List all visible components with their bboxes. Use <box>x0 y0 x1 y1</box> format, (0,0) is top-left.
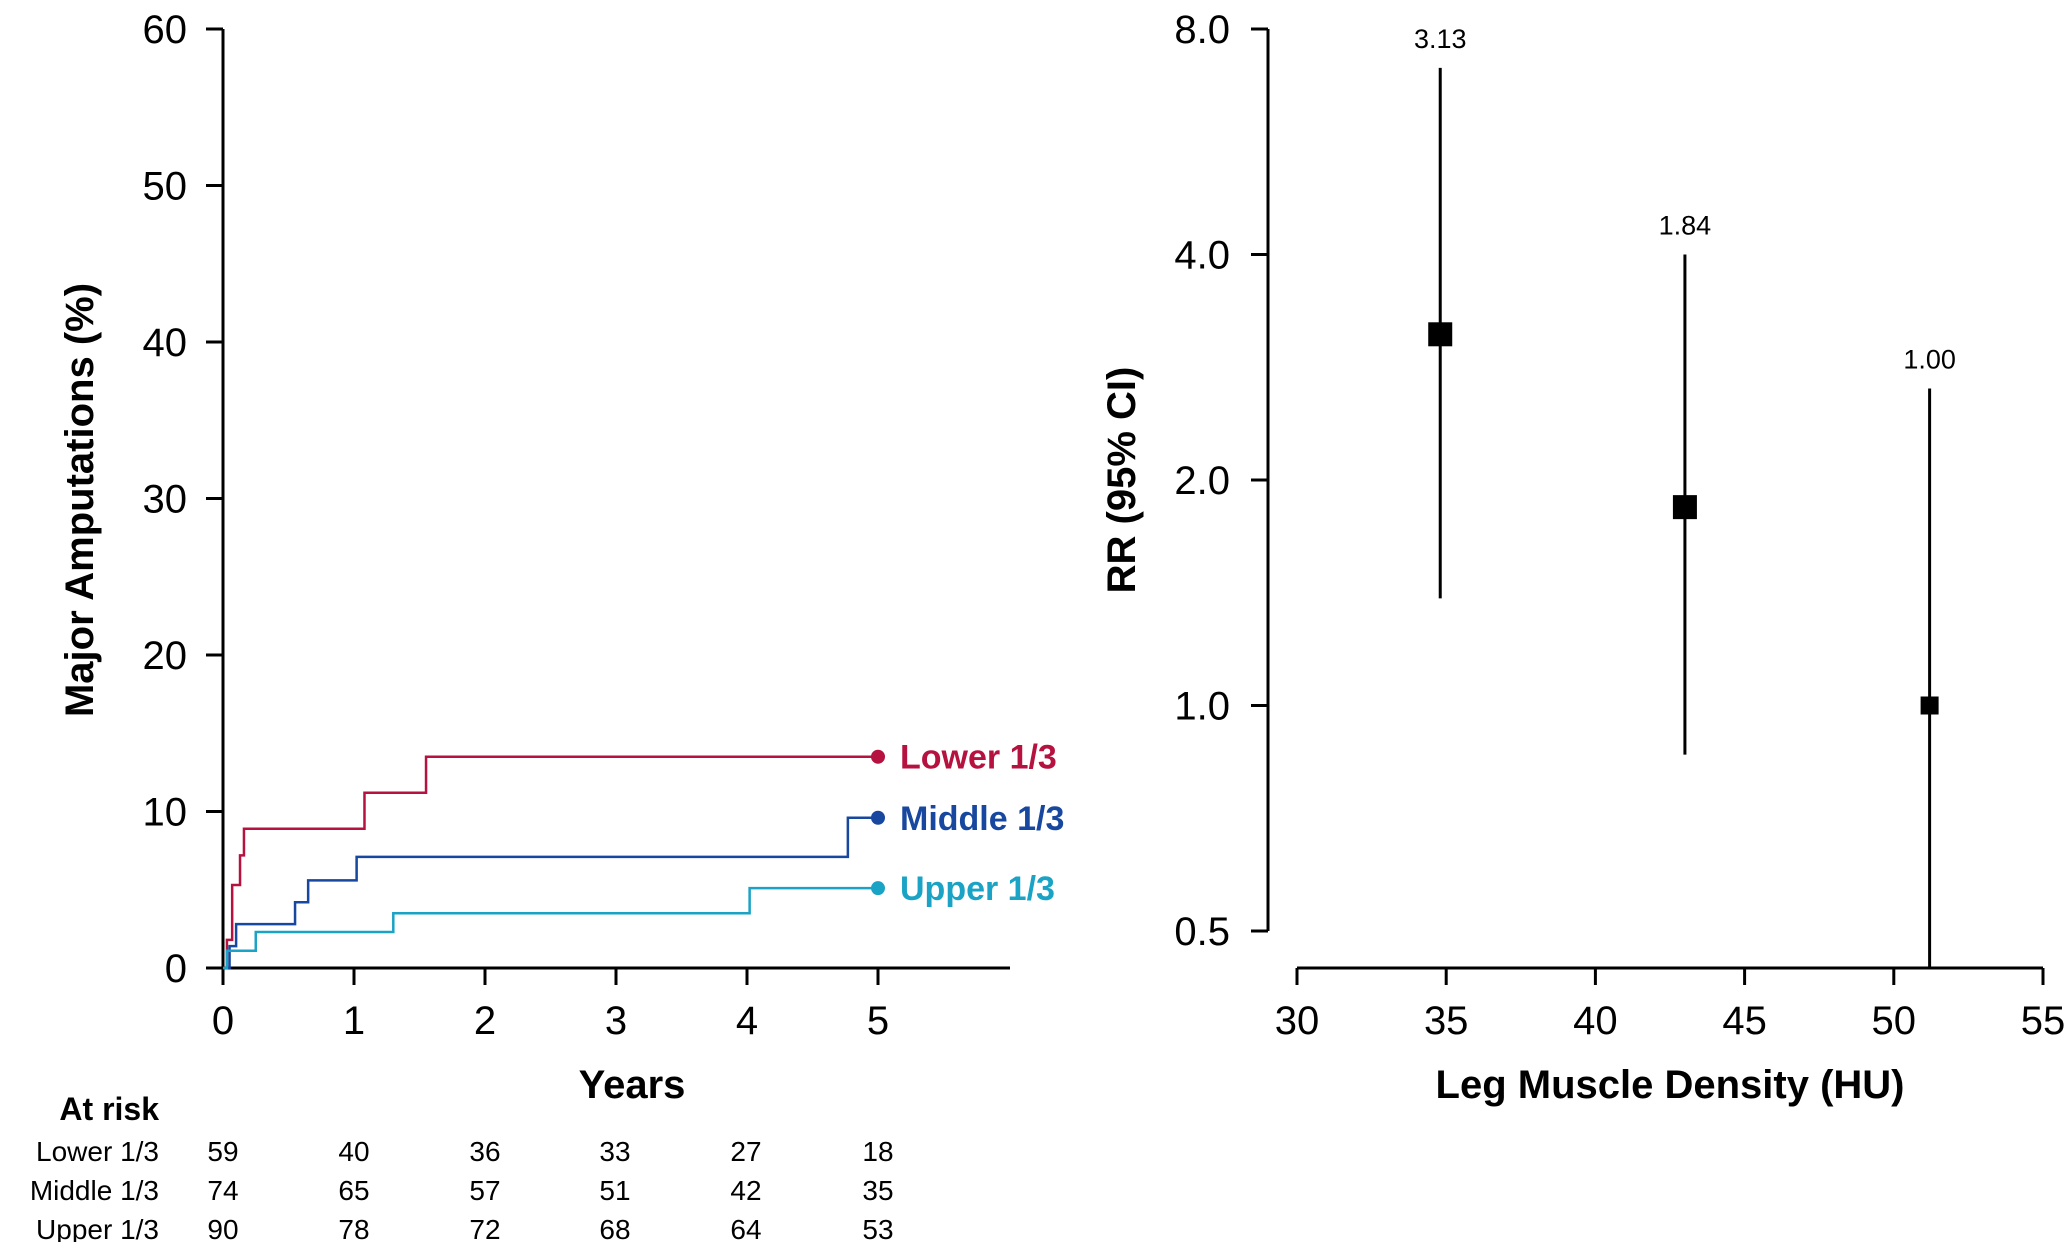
rr-point-label: 1.84 <box>1659 211 1712 241</box>
rr-y-ticks: 0.5 1.0 2.0 4.0 8.0 <box>1174 8 1268 954</box>
rr-y-tick-label: 1.0 <box>1174 685 1230 729</box>
rr-x-ticks: 30 35 40 45 50 55 <box>1275 968 2066 1043</box>
at-risk-cell: 53 <box>862 1214 893 1242</box>
rr-x-axis-title: Leg Muscle Density (HU) <box>1436 1063 1905 1107</box>
km-x-tick-label: 1 <box>343 999 365 1043</box>
km-x-tick-label: 0 <box>212 999 234 1043</box>
rr-x-tick-label: 55 <box>2021 999 2066 1043</box>
at-risk-cell: 74 <box>207 1175 238 1206</box>
at-risk-table: At risk Lower 1/3 59 40 36 33 27 18 Middle 1/3 7… <box>30 1091 894 1242</box>
at-risk-row-label: Lower 1/3 <box>36 1136 159 1167</box>
rr-points: 3.13 1.84 1.00 <box>1414 24 1956 968</box>
km-y-tick-label: 0 <box>165 947 187 991</box>
rr-plot: 0.5 1.0 2.0 4.0 8.0 30 35 40 45 50 55 3.13 1.84 1.0… <box>1100 8 2065 1107</box>
rr-point-marker <box>1428 322 1453 347</box>
at-risk-title: At risk <box>59 1091 159 1127</box>
km-y-tick-label: 30 <box>143 478 188 522</box>
km-y-tick-label: 60 <box>143 8 188 52</box>
at-risk-cell: 65 <box>338 1175 369 1206</box>
km-y-axis-title: Major Amputations (%) <box>58 283 102 717</box>
rr-point-marker <box>1920 696 1939 715</box>
km-series-end-dot <box>871 881 885 896</box>
km-y-tick-label: 40 <box>143 321 188 365</box>
at-risk-cell: 40 <box>338 1136 369 1167</box>
km-x-tick-label: 3 <box>605 999 627 1043</box>
km-y-tick-label: 20 <box>143 634 188 678</box>
km-series-line <box>223 755 878 970</box>
km-plot: 0 10 20 30 40 50 60 0 1 2 3 4 5 Lower 1/3 Middle 1/3… <box>58 8 1064 1107</box>
rr-y-tick-label: 8.0 <box>1174 8 1230 52</box>
km-series-line <box>223 886 878 970</box>
rr-y-tick-label: 4.0 <box>1174 234 1230 278</box>
at-risk-cell: 27 <box>730 1136 761 1167</box>
at-risk-row-label: Middle 1/3 <box>30 1175 159 1206</box>
at-risk-cell: 18 <box>862 1136 893 1167</box>
rr-x-tick-label: 45 <box>1722 999 1767 1043</box>
km-series-label: Upper 1/3 <box>900 870 1055 908</box>
at-risk-cell: 35 <box>862 1175 893 1206</box>
at-risk-cell: 51 <box>599 1175 630 1206</box>
rr-x-tick-label: 30 <box>1275 999 1320 1043</box>
km-series-end-dot <box>871 810 885 825</box>
at-risk-cell: 36 <box>469 1136 500 1167</box>
km-y-tick-label: 50 <box>143 165 188 209</box>
km-series-end-dot <box>871 749 885 764</box>
rr-y-tick-label: 2.0 <box>1174 459 1230 503</box>
at-risk-cell: 64 <box>730 1214 761 1242</box>
at-risk-rows: Lower 1/3 59 40 36 33 27 18 Middle 1/3 74 65 57 51 4… <box>30 1136 894 1242</box>
at-risk-row-label: Upper 1/3 <box>36 1214 159 1242</box>
at-risk-cell: 33 <box>599 1136 630 1167</box>
km-x-axis-title: Years <box>579 1063 686 1107</box>
at-risk-cell: 78 <box>338 1214 369 1242</box>
km-series-label: Lower 1/3 <box>900 739 1057 777</box>
rr-point-label: 3.13 <box>1414 24 1467 54</box>
at-risk-cell: 42 <box>730 1175 761 1206</box>
rr-y-tick-label: 0.5 <box>1174 910 1230 954</box>
at-risk-cell: 57 <box>469 1175 500 1206</box>
km-x-ticks: 0 1 2 3 4 5 <box>212 968 889 1043</box>
rr-point-label: 1.00 <box>1903 344 1956 374</box>
at-risk-cell: 72 <box>469 1214 500 1242</box>
km-x-tick-label: 5 <box>867 999 889 1043</box>
rr-y-axis-title: RR (95% CI) <box>1100 367 1144 594</box>
rr-x-tick-label: 40 <box>1573 999 1618 1043</box>
km-series-label: Middle 1/3 <box>900 800 1064 838</box>
km-x-tick-label: 4 <box>736 999 758 1043</box>
rr-x-tick-label: 50 <box>1872 999 1917 1043</box>
km-y-tick-label: 10 <box>143 791 188 835</box>
km-x-tick-label: 2 <box>474 999 496 1043</box>
rr-point-marker <box>1672 495 1697 520</box>
km-y-ticks: 0 10 20 30 40 50 60 <box>143 8 223 991</box>
at-risk-cell: 90 <box>207 1214 238 1242</box>
at-risk-cell: 59 <box>207 1136 238 1167</box>
rr-x-tick-label: 35 <box>1424 999 1469 1043</box>
km-series-line <box>223 816 878 970</box>
km-series: Lower 1/3 Middle 1/3 Upper 1/3 <box>223 739 1064 970</box>
at-risk-cell: 68 <box>599 1214 630 1242</box>
